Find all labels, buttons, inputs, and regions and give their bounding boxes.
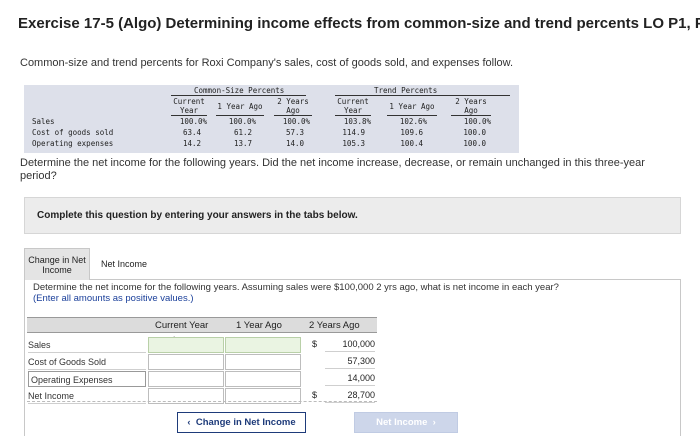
cogs-current-year-input[interactable] xyxy=(148,354,224,370)
hdr-tr-2yr-2: Ago xyxy=(464,106,478,115)
exercise-title: Exercise 17-5 (Algo) Determining income … xyxy=(18,15,700,32)
answer-row-label-net-income: Net Income xyxy=(28,388,146,404)
chevron-left-icon: ‹ xyxy=(187,417,191,428)
hdr-tr-current-1: Current xyxy=(337,97,369,106)
net-income-1-year-ago-input[interactable] xyxy=(225,388,301,404)
sales-dollar-sign: $ xyxy=(312,339,318,349)
panel-instruction-main: Determine the net income for the followi… xyxy=(33,282,559,293)
hdr-cs-current-1: Current xyxy=(173,97,205,106)
next-tab-button-label: Net Income xyxy=(376,417,428,428)
sales-1-year-ago-input[interactable] xyxy=(225,337,301,353)
tab-net-income-label: Net Income xyxy=(100,259,148,269)
cs-sales-cur: 100.0% xyxy=(179,117,207,126)
tab-change-in-net-income[interactable]: Change in Net Income xyxy=(24,248,90,280)
prev-tab-button[interactable]: ‹ Change in Net Income xyxy=(177,412,306,433)
cs-sales-1yr: 100.0% xyxy=(228,117,256,126)
tab-change-label-2: Income xyxy=(42,264,72,275)
tr-cogs-1yr: 109.6 xyxy=(400,128,423,137)
answer-table-header xyxy=(27,317,377,333)
tr-opex-2yr: 100.0 xyxy=(463,139,486,148)
tab-strip: Change in Net Income Net Income xyxy=(24,248,681,280)
cs-opex-1yr: 13.7 xyxy=(233,139,252,148)
net-income-current-year-input[interactable] xyxy=(148,388,224,404)
hdr-tr-2yr-1: 2 Years xyxy=(455,97,487,106)
hdr-tr-current-2: Year xyxy=(343,106,363,115)
given-data-table: Common-Size Percents Trend Percents Curr… xyxy=(24,85,519,153)
hdr-tr-1yr: 1 Year Ago xyxy=(389,102,435,111)
intro-text: Common-size and trend percents for Roxi … xyxy=(20,57,514,69)
cogs-2-years-ago-value: 57,300 xyxy=(325,353,375,369)
row-label-cogs: Cost of goods sold xyxy=(32,128,114,137)
sales-2-years-ago-value: 100,000 xyxy=(325,336,375,352)
row-label-opex: Operating expenses xyxy=(32,139,114,148)
panel-instruction: Determine the net income for the followi… xyxy=(33,282,673,304)
cs-sales-2yr: 100.0% xyxy=(282,117,310,126)
table-bottom-border xyxy=(27,401,377,402)
col-header-current-year: Current Year xyxy=(155,320,209,331)
answer-row-label-cogs: Cost of Goods Sold xyxy=(28,354,146,370)
tr-cogs-2yr: 100.0 xyxy=(463,128,486,137)
sales-current-year-input[interactable] xyxy=(148,337,224,353)
tr-sales-1yr: 102.6% xyxy=(399,117,427,126)
cs-cogs-cur: 63.4 xyxy=(182,128,201,137)
group-trend: Trend Percents xyxy=(374,86,438,95)
cs-opex-2yr: 14.0 xyxy=(285,139,304,148)
hdr-cs-2yr-1: 2 Years xyxy=(277,97,309,106)
prev-tab-button-label: Change in Net Income xyxy=(195,417,296,428)
panel-instruction-note: (Enter all amounts as positive values.) xyxy=(33,292,194,304)
tr-opex-cur: 105.3 xyxy=(342,139,365,148)
chevron-right-icon: › xyxy=(432,417,436,428)
instructions-banner: Complete this question by entering your … xyxy=(24,197,681,234)
group-common-size: Common-Size Percents xyxy=(194,86,285,95)
cs-cogs-2yr: 57.3 xyxy=(285,128,304,137)
col-header-2-years-ago: 2 Years Ago xyxy=(309,320,360,331)
col-header-1-year-ago: 1 Year Ago xyxy=(236,320,282,331)
question-text: Determine the net income for the followi… xyxy=(20,157,645,182)
answer-row-label-opex: Operating Expenses xyxy=(28,371,146,387)
tab-change-label-1: Change in Net xyxy=(28,254,86,265)
cs-cogs-1yr: 61.2 xyxy=(233,128,252,137)
net-income-dollar-sign: $ xyxy=(312,390,318,400)
tr-opex-1yr: 100.4 xyxy=(400,139,423,148)
opex-current-year-input[interactable] xyxy=(148,371,224,387)
next-tab-button[interactable]: Net Income › xyxy=(354,412,458,433)
tr-cogs-cur: 114.9 xyxy=(342,128,365,137)
instructions-banner-text: Complete this question by entering your … xyxy=(37,210,358,221)
tab-panel xyxy=(24,280,681,436)
opex-1-year-ago-input[interactable] xyxy=(225,371,301,387)
cs-opex-cur: 14.2 xyxy=(182,139,201,148)
tr-sales-2yr: 100.0% xyxy=(463,117,491,126)
cogs-1-year-ago-input[interactable] xyxy=(225,354,301,370)
hdr-cs-current-2: Year xyxy=(179,106,199,115)
net-income-2-years-ago-value: 28,700 xyxy=(325,387,375,403)
hdr-cs-1yr: 1 Year Ago xyxy=(217,102,263,111)
answer-row-label-sales: Sales xyxy=(28,337,146,353)
tr-sales-cur: 103.8% xyxy=(343,117,371,126)
row-label-sales: Sales xyxy=(32,117,55,126)
hdr-cs-2yr-2: Ago xyxy=(286,106,300,115)
tab-net-income[interactable]: Net Income xyxy=(94,248,154,280)
opex-2-years-ago-value: 14,000 xyxy=(325,370,375,386)
